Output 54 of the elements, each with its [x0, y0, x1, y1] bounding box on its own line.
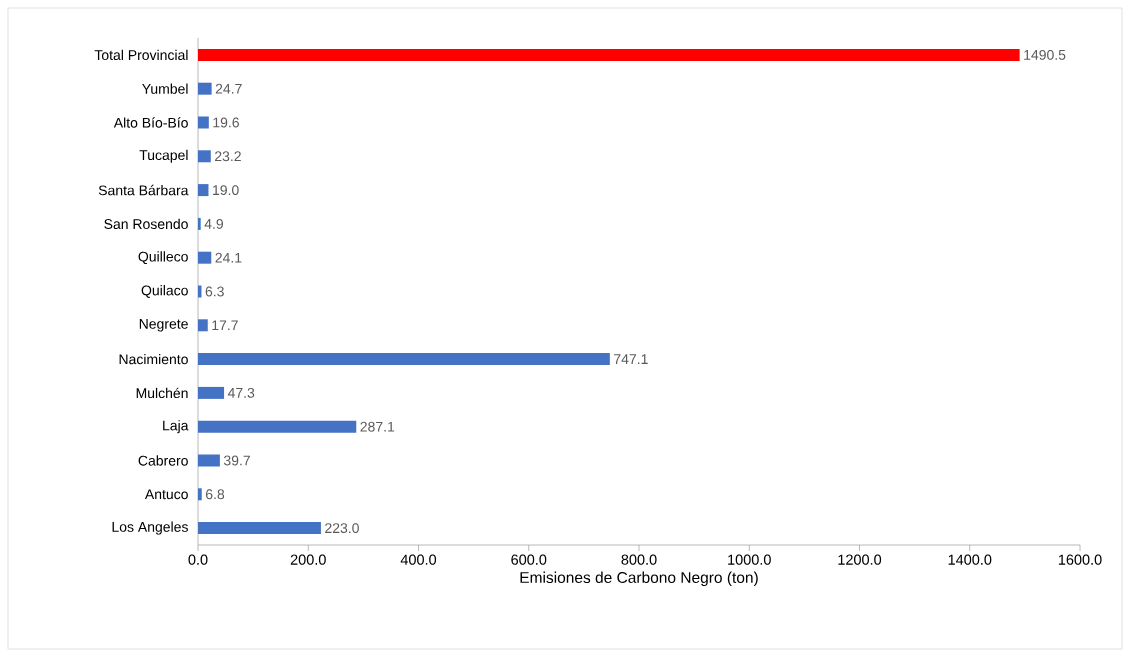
- data-label: 24.1: [215, 252, 242, 263]
- data-label: 19.0: [213, 185, 239, 196]
- y-tick-label: Negrete: [139, 319, 188, 332]
- x-tick-label: 600.0: [511, 554, 547, 565]
- y-tick-label: Los Angeles: [112, 521, 188, 535]
- bar: [198, 488, 202, 501]
- x-tick-label: 200.0: [290, 554, 326, 565]
- y-tick-label: Cabrero: [138, 455, 188, 466]
- bar: [198, 251, 212, 264]
- bar: [198, 48, 1020, 61]
- data-label: 287.1: [360, 421, 395, 432]
- data-label: 19.6: [213, 117, 239, 128]
- bar: [198, 454, 220, 467]
- data-label: 223.0: [325, 523, 359, 534]
- bar: [198, 184, 209, 197]
- x-axis-title: Emisiones de Carbono Negro (ton): [520, 571, 758, 587]
- bar: [198, 217, 201, 230]
- x-tick-label: 1000.0: [728, 554, 771, 565]
- y-tick-label: Santa Bárbara: [98, 184, 189, 196]
- y-tick-label: Total Provincial: [94, 49, 188, 61]
- data-label: 39.7: [223, 455, 250, 466]
- y-tick-label: Nacimiento: [119, 353, 188, 365]
- data-label: 4.9: [204, 218, 224, 229]
- data-label: 23.2: [215, 151, 241, 162]
- x-tick-label: 400.0: [400, 554, 437, 565]
- y-tick-label: Mulchén: [136, 387, 188, 399]
- bar: [198, 82, 212, 95]
- bar: [198, 522, 321, 535]
- bar: [198, 420, 357, 433]
- y-tick-label: Laja: [163, 420, 189, 434]
- y-tick-label: Quilaco: [141, 285, 188, 298]
- data-label: 1490.5: [1024, 49, 1066, 60]
- data-label: 24.7: [215, 83, 242, 94]
- y-tick-label: Yumbel: [142, 83, 188, 94]
- y-tick-label: Alto Bío-Bío: [113, 117, 188, 128]
- bar: [198, 386, 225, 399]
- y-tick-label: Quilleco: [138, 251, 188, 265]
- data-label: 47.3: [227, 387, 255, 398]
- x-tick-label: 800.0: [621, 554, 657, 565]
- data-label: 17.7: [212, 320, 238, 331]
- x-tick-label: 1400.0: [948, 554, 992, 565]
- x-tick-label: 1600.0: [1058, 554, 1102, 565]
- data-label: 6.8: [205, 489, 225, 500]
- x-tick-label: 0.0: [188, 554, 208, 565]
- bar: [198, 353, 610, 366]
- y-tick-label: San Rosendo: [104, 218, 188, 230]
- bar: [198, 319, 208, 332]
- x-tick-label: 1200.0: [838, 554, 882, 565]
- y-tick-label: Tucapel: [139, 149, 188, 163]
- bar: [198, 150, 211, 163]
- y-tick-label: Antuco: [144, 489, 188, 500]
- data-label: 747.1: [614, 354, 648, 364]
- data-label: 6.3: [205, 286, 224, 297]
- bar: [198, 116, 209, 129]
